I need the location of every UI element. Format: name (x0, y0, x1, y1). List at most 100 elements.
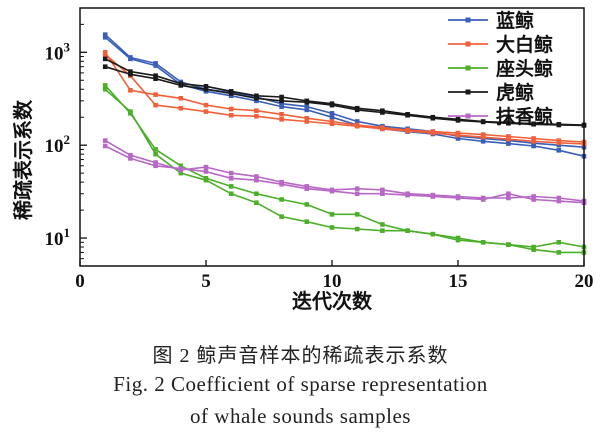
data-point (506, 242, 511, 247)
data-point (380, 222, 385, 227)
data-point (556, 195, 562, 201)
data-point (153, 151, 158, 157)
data-point (556, 198, 562, 204)
series-虎鲸 (102, 56, 587, 128)
data-point (203, 84, 209, 89)
data-point (480, 239, 486, 245)
data-point (102, 52, 108, 57)
data-point (254, 191, 259, 197)
data-point (506, 121, 511, 126)
data-point (102, 64, 108, 69)
x-tick-label: 15 (449, 271, 468, 292)
data-point (178, 83, 184, 88)
legend-swatch-marker (465, 89, 471, 95)
data-point (531, 194, 536, 199)
x-tick-label: 0 (75, 271, 85, 292)
data-point (531, 247, 536, 252)
data-point (128, 87, 133, 93)
data-point (531, 244, 536, 250)
data-point (128, 71, 133, 77)
data-point (405, 128, 410, 134)
series-座头鲸 (102, 83, 587, 255)
series-line (104, 53, 585, 145)
series-抹香鲸 (102, 138, 587, 206)
data-point (380, 126, 385, 132)
data-point (254, 95, 259, 101)
data-point (531, 143, 536, 149)
data-point (203, 169, 209, 174)
data-point (556, 122, 562, 128)
series-line (104, 65, 585, 127)
data-point (228, 93, 234, 99)
y-tick-label: 103 (45, 39, 71, 64)
data-point (405, 112, 410, 118)
data-point (254, 177, 259, 183)
data-point (254, 200, 259, 206)
series-line (104, 34, 585, 148)
data-point (531, 139, 536, 144)
y-axis-title: 稀疏表示系数 (11, 99, 35, 220)
data-point (380, 191, 385, 197)
data-point (279, 94, 284, 100)
data-point (556, 148, 562, 153)
legend-swatch-marker (465, 113, 471, 119)
data-point (455, 136, 461, 141)
data-point (480, 119, 486, 125)
data-point (430, 130, 436, 136)
data-point (128, 56, 133, 62)
data-point (329, 114, 335, 120)
x-tick-label: 10 (323, 271, 342, 292)
data-point (203, 86, 209, 92)
data-point (228, 184, 234, 189)
data-point (254, 174, 259, 179)
legend-swatch-marker (465, 65, 471, 71)
series-line (104, 51, 585, 143)
data-point (531, 197, 536, 202)
data-point (455, 132, 461, 138)
data-point (304, 202, 310, 207)
x-axis-title: 迭代次数 (292, 289, 373, 313)
data-point (506, 141, 511, 146)
data-point (304, 107, 310, 113)
data-point (329, 102, 335, 108)
data-point (102, 86, 108, 92)
data-point (153, 76, 158, 81)
data-point (506, 191, 511, 197)
data-point (254, 98, 259, 104)
data-point (329, 119, 335, 124)
data-point (279, 112, 284, 117)
data-point (203, 164, 209, 170)
data-point (153, 163, 158, 169)
figure-caption-en-line1: Fig. 2 Coefficient of sparse representat… (113, 372, 488, 396)
data-point (480, 197, 486, 202)
data-point (254, 93, 259, 99)
data-point (128, 109, 133, 114)
data-point (329, 212, 335, 217)
data-point (480, 134, 486, 140)
data-point (354, 191, 360, 197)
data-point (480, 139, 486, 144)
data-point (178, 95, 184, 101)
data-point (329, 225, 335, 230)
chart: 0 5 10 15 20 101 102 103 迭代次数 稀疏表示系数 蓝鲸大白鲸座头鲸虎鲸… (11, 7, 594, 313)
data-point (102, 143, 108, 149)
series-line (104, 145, 585, 204)
series-line (104, 88, 584, 254)
data-point (430, 231, 436, 237)
data-point (506, 136, 511, 142)
data-point (556, 142, 562, 148)
data-point (279, 98, 284, 104)
data-point (102, 56, 108, 62)
data-point (102, 83, 108, 88)
data-point (506, 134, 511, 139)
data-point (380, 110, 385, 115)
axes: 0 5 10 15 20 101 102 103 (45, 7, 594, 292)
data-point (153, 92, 158, 97)
data-point (279, 197, 284, 202)
data-point (354, 123, 360, 129)
data-point (153, 160, 158, 165)
data-point (556, 140, 562, 146)
data-point (153, 73, 158, 78)
